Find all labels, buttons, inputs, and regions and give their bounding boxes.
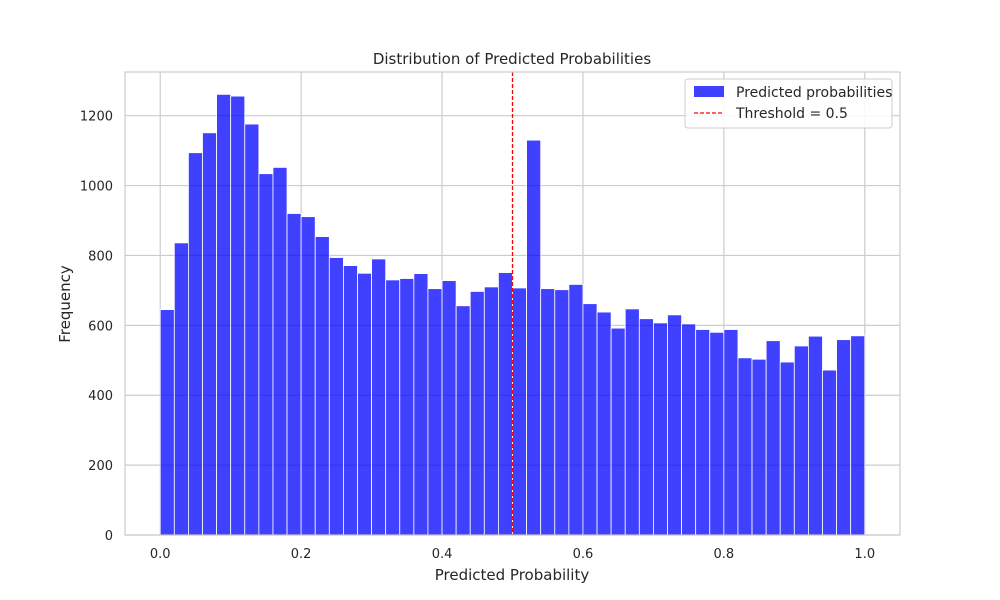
histogram-bar — [343, 265, 358, 536]
y-tick-label: 800 — [88, 249, 113, 264]
histogram-bar — [822, 369, 837, 536]
histogram-bar — [300, 216, 316, 536]
x-tick-labels: 0.0 0.2 0.4 0.6 0.8 1.0 — [150, 547, 875, 562]
histogram-bar — [286, 213, 302, 536]
y-tick-label: 600 — [88, 319, 113, 334]
histogram-bar — [709, 331, 725, 536]
histogram-bar — [413, 273, 429, 536]
histogram-bar — [230, 95, 246, 536]
histogram-bar — [216, 93, 232, 536]
legend-label-predicted: Predicted probabilities — [736, 85, 892, 101]
histogram-bar — [427, 288, 443, 536]
histogram-bar — [765, 340, 781, 536]
histogram-bar — [202, 132, 217, 536]
y-tick-label: 400 — [88, 389, 113, 404]
histogram-bar — [498, 272, 513, 536]
histogram-bar — [526, 139, 542, 536]
histogram-bar — [568, 284, 584, 536]
histogram-bar — [638, 318, 654, 536]
histogram-bar — [596, 311, 612, 536]
y-tick-label: 1200 — [80, 110, 113, 125]
histogram-bar — [357, 272, 372, 536]
histogram-bar — [667, 314, 682, 536]
plot-frame — [124, 71, 901, 536]
histogram-bar — [483, 286, 499, 536]
histogram-bar — [159, 309, 175, 536]
x-tick-label: 0.6 — [573, 547, 594, 562]
legend-swatch-predicted — [694, 86, 724, 97]
histogram-bar — [272, 166, 288, 536]
histogram-bar — [399, 278, 415, 536]
histogram-bar — [512, 287, 527, 536]
histogram-bar — [779, 361, 795, 536]
histogram-bar — [610, 327, 626, 536]
histogram-bar — [469, 291, 485, 536]
histogram-bar — [737, 357, 753, 536]
histogram-bar — [793, 345, 809, 536]
legend: Predicted probabilities Threshold = 0.5 — [684, 78, 893, 129]
histogram-bar — [582, 303, 598, 536]
histogram-bar — [188, 152, 203, 536]
histogram-bar — [244, 123, 260, 536]
histogram-bar — [540, 288, 556, 536]
histogram-bar — [173, 242, 189, 536]
histogram-bar — [850, 335, 866, 536]
x-axis-label: Predicted Probability — [435, 566, 590, 584]
legend-label-threshold: Threshold = 0.5 — [735, 106, 848, 122]
x-tick-label: 0.2 — [291, 547, 312, 562]
x-tick-label: 0.0 — [150, 547, 171, 562]
histogram-bar — [653, 322, 668, 536]
histogram-bar — [314, 236, 330, 536]
histogram-bar — [695, 329, 711, 536]
legend-box — [684, 78, 893, 129]
histogram-bar — [441, 280, 457, 536]
histogram-bars — [159, 93, 866, 536]
y-tick-labels: 0 200 400 600 800 1000 1200 — [80, 110, 113, 544]
histogram-bar — [751, 358, 767, 536]
x-tick-label: 0.4 — [432, 547, 453, 562]
histogram-bar — [681, 323, 697, 536]
histogram-bar — [455, 305, 471, 536]
histogram-bar — [328, 257, 344, 536]
x-tick-label: 1.0 — [854, 547, 875, 562]
y-tick-label: 200 — [88, 459, 113, 474]
histogram-bar — [371, 258, 387, 536]
histogram-bar — [258, 173, 274, 536]
y-tick-label: 0 — [105, 529, 113, 544]
histogram-bar — [836, 339, 852, 536]
histogram-bar — [723, 329, 739, 536]
y-axis-label: Frequency — [56, 265, 74, 343]
histogram-bar — [385, 279, 401, 536]
histogram-bar — [624, 308, 640, 536]
y-tick-label: 1000 — [80, 180, 113, 195]
x-tick-label: 0.8 — [714, 547, 735, 562]
histogram-bar — [554, 289, 570, 536]
chart-title: Distribution of Predicted Probabilities — [373, 50, 651, 68]
histogram-bar — [808, 335, 823, 536]
